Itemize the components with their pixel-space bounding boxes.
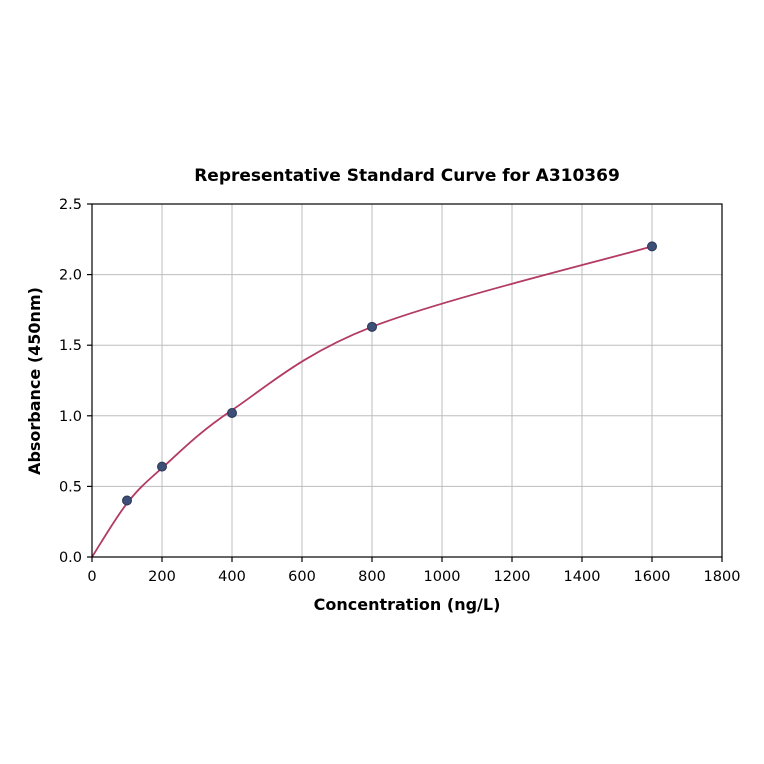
data-point <box>157 461 167 472</box>
y-tick-label: 2.5 <box>59 197 82 213</box>
y-tick-label: 0.5 <box>59 479 82 495</box>
x-tick-label: 200 <box>148 569 176 585</box>
data-point <box>367 321 377 332</box>
x-tick-label: 800 <box>358 569 386 585</box>
x-axis-label: Concentration (ng/L) <box>314 595 501 614</box>
data-point <box>122 495 132 506</box>
x-tick-label: 600 <box>288 569 316 585</box>
y-tick-label: 1.0 <box>59 409 82 425</box>
x-tick-label: 1600 <box>634 569 671 585</box>
y-axis-label: Absorbance (450nm) <box>25 287 44 475</box>
x-tick-label: 1800 <box>704 569 741 585</box>
x-tick-label: 0 <box>87 569 96 585</box>
x-tick-label: 1200 <box>494 569 531 585</box>
x-tick-label: 1000 <box>424 569 461 585</box>
data-point <box>647 241 657 252</box>
x-tick-label: 400 <box>218 569 246 585</box>
plot-area: 0 200 400 600 800 1000 1200 1400 1600 1800 0.0 0.5 1… <box>59 197 741 585</box>
x-tick-label: 1400 <box>564 569 601 585</box>
chart-title: Representative Standard Curve for A31036… <box>194 166 620 186</box>
plot-frame <box>91 203 723 558</box>
y-tick-label: 1.5 <box>59 338 82 354</box>
data-point <box>227 407 237 418</box>
y-tick-label: 2.0 <box>59 268 82 284</box>
y-tick-label: 0.0 <box>59 550 82 566</box>
